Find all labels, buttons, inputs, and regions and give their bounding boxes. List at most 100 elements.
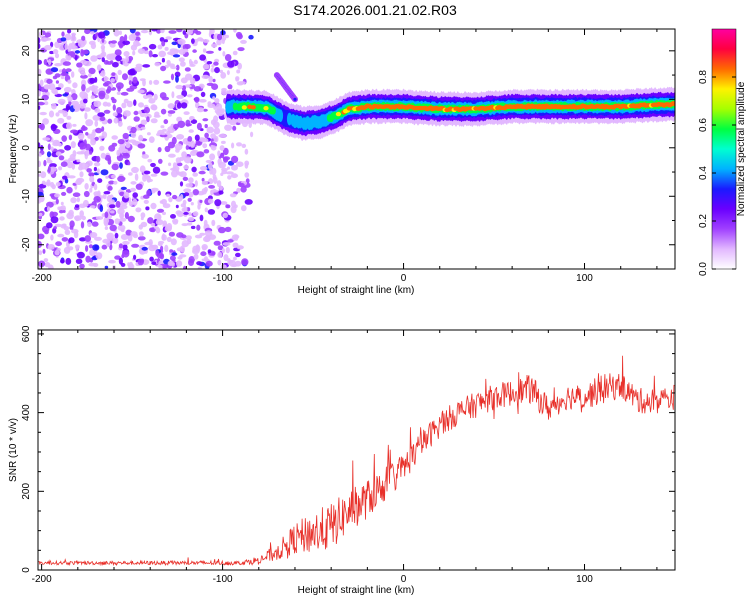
speckle — [76, 197, 81, 203]
speckle — [193, 59, 198, 65]
speckle — [168, 197, 173, 203]
speckle — [182, 48, 189, 53]
speckle — [89, 175, 95, 183]
speckle — [115, 200, 121, 208]
speckle — [167, 103, 175, 109]
speckle — [160, 171, 169, 176]
speckle — [60, 37, 67, 42]
speckle — [227, 60, 235, 68]
speckle — [95, 127, 103, 134]
speckle — [177, 162, 183, 167]
speckle — [172, 194, 178, 200]
speckle — [244, 148, 249, 155]
speckle — [219, 145, 225, 151]
speckle — [131, 166, 139, 174]
tone-blob — [335, 111, 341, 117]
speckle — [102, 193, 107, 200]
speckle — [222, 212, 228, 219]
speckle — [150, 187, 159, 192]
speckle — [222, 156, 231, 161]
speckle — [112, 61, 119, 68]
speckle — [100, 52, 105, 59]
speckle — [117, 208, 125, 215]
speckle — [85, 149, 89, 156]
speckle — [65, 257, 72, 265]
speckle — [57, 98, 66, 105]
speckle — [140, 29, 149, 34]
speckle — [68, 209, 74, 217]
speckle — [93, 100, 102, 108]
snr-x-tick-label: -200 — [32, 574, 52, 585]
speckle — [161, 57, 165, 63]
speckle — [195, 244, 200, 250]
speckle — [162, 128, 167, 132]
colorbar-label: Normalized spectral amplitude — [736, 81, 747, 216]
speckle — [222, 147, 229, 156]
spectrogram-y-tick-label: -10 — [21, 189, 32, 204]
speckle — [50, 67, 59, 73]
speckle — [179, 181, 184, 187]
speckle — [238, 81, 246, 85]
speckle — [235, 77, 239, 82]
speckle — [226, 70, 230, 76]
speckle — [221, 87, 227, 92]
speckle — [213, 135, 219, 143]
speckle — [241, 143, 247, 148]
speckle — [54, 41, 60, 49]
speckle — [84, 29, 91, 35]
speckle — [88, 86, 95, 91]
speckle — [95, 155, 101, 163]
speckle — [104, 265, 109, 269]
colorbar-ticks: 0.0 0.2 0.4 0.6 0.8 — [698, 28, 737, 276]
colorbar-tick-label: 0.2 — [698, 214, 709, 228]
speckle — [217, 245, 224, 251]
speckle — [214, 199, 222, 207]
speckle — [117, 85, 121, 92]
speckle — [235, 31, 243, 39]
speckle — [79, 263, 85, 269]
speckle — [79, 237, 87, 242]
spectrogram-x-tick-label: -200 — [32, 273, 52, 284]
speckle — [119, 191, 125, 197]
speckle — [42, 248, 46, 254]
speckle — [109, 60, 114, 64]
speckle — [96, 168, 100, 174]
speckle — [46, 159, 53, 164]
speckle — [109, 224, 117, 232]
speckle — [123, 51, 130, 57]
speckle — [119, 217, 127, 222]
speckle — [220, 264, 227, 269]
speckle — [84, 183, 89, 190]
speckle — [138, 102, 144, 108]
speckle — [160, 29, 165, 34]
speckle — [149, 256, 154, 262]
speckle — [50, 124, 58, 129]
speckle — [116, 91, 121, 96]
speckle — [81, 35, 86, 41]
spectrogram-x-tick-label: 100 — [576, 273, 593, 284]
speckle — [209, 29, 215, 35]
speckle — [84, 235, 92, 242]
speckle — [83, 107, 91, 112]
speckle — [182, 30, 186, 35]
speckle — [220, 201, 228, 205]
speckle — [133, 110, 139, 116]
speckle — [49, 163, 57, 168]
speckle — [70, 141, 76, 149]
speckle — [237, 62, 242, 70]
tone-blob — [672, 101, 675, 107]
speckle — [184, 73, 193, 81]
snr-x-tick-label: -100 — [213, 574, 233, 585]
speckle — [57, 109, 66, 114]
speckle — [54, 53, 60, 59]
speckle — [152, 166, 161, 174]
speckle — [240, 186, 247, 193]
speckle — [64, 43, 68, 50]
speckle — [162, 211, 166, 216]
speckle — [156, 208, 165, 213]
speckle — [196, 122, 202, 131]
speckle — [104, 211, 109, 219]
speckle — [72, 82, 78, 89]
speckle — [54, 193, 60, 198]
speckle — [38, 142, 41, 149]
